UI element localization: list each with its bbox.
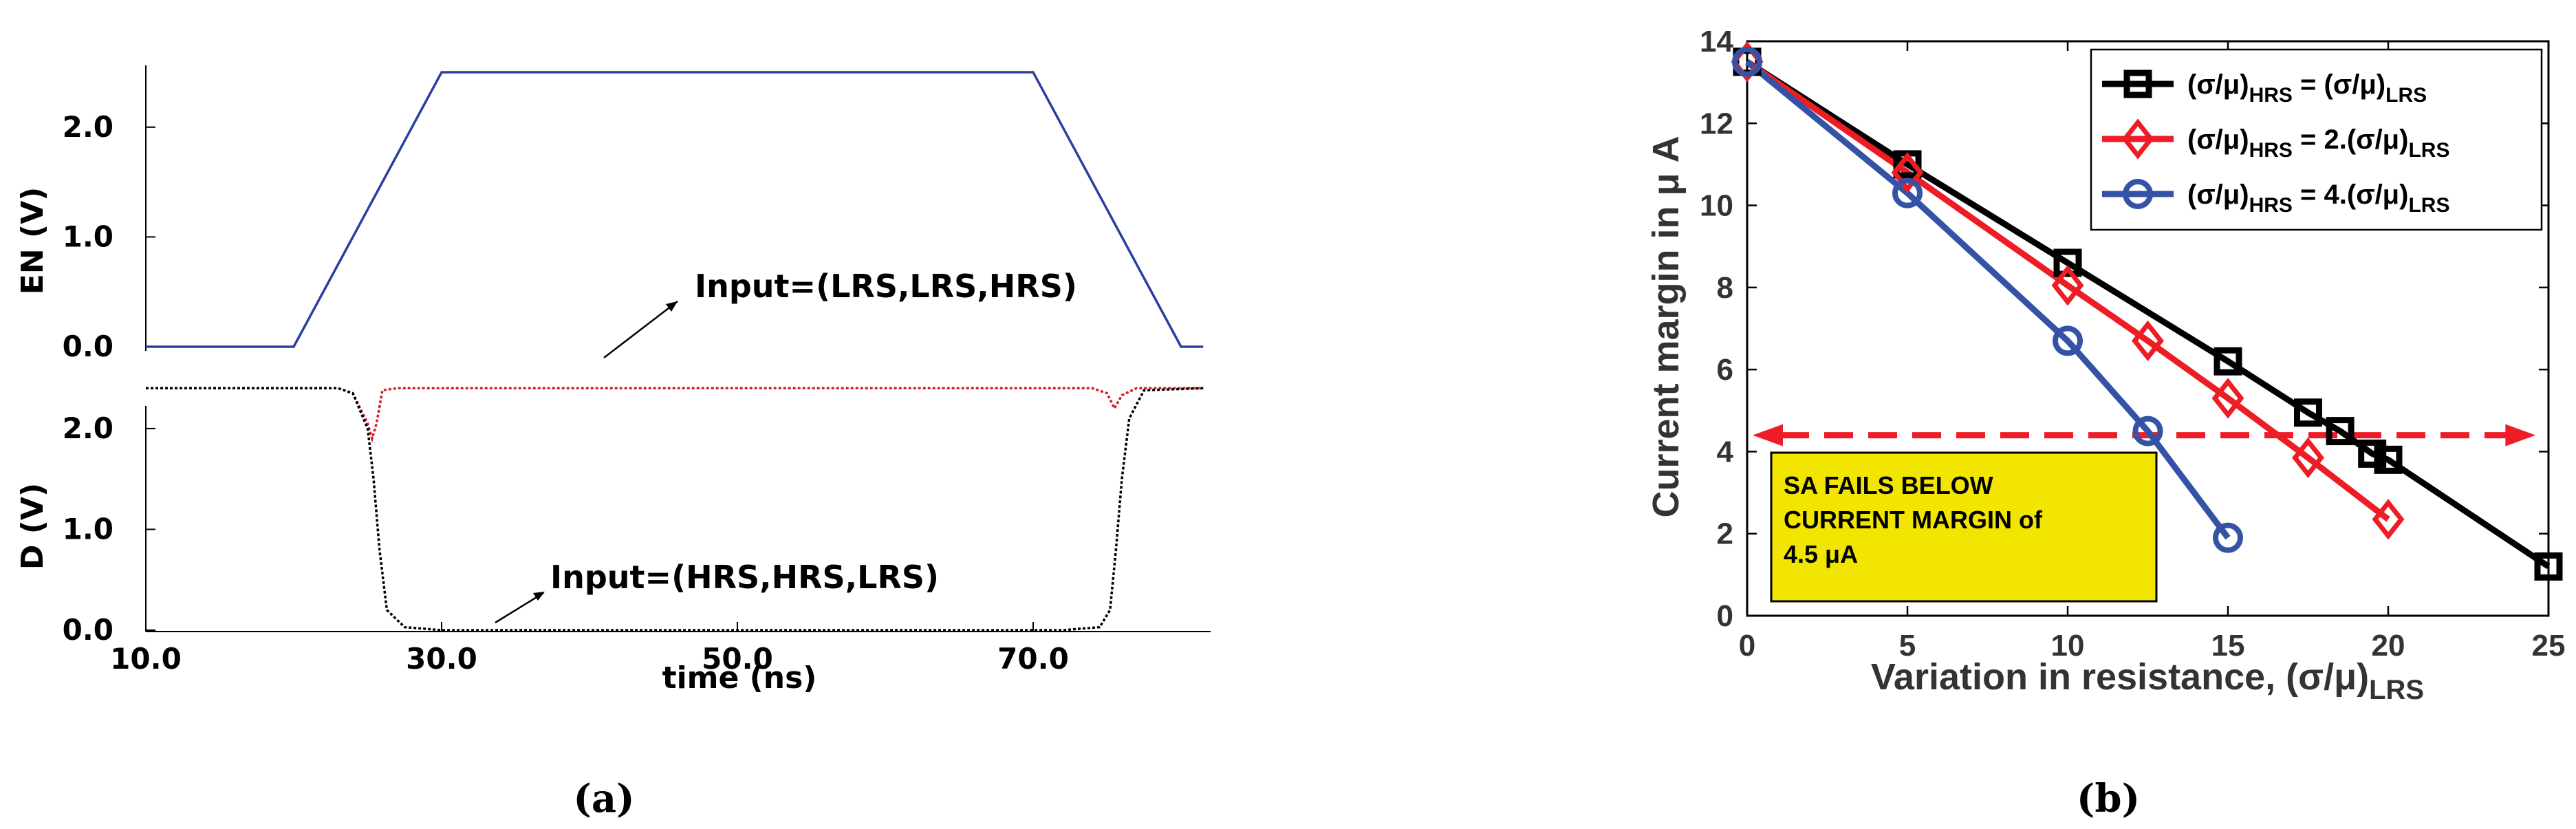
fail-annotation-box: SA FAILS BELOW CURRENT MARGIN of 4.5 μA — [1770, 451, 2158, 603]
en-y-tick-label: 0.0 — [63, 330, 113, 363]
legend-box — [2090, 48, 2543, 231]
b-y-tick-label: 6 — [1717, 353, 1733, 387]
b-y-label: Current margin in μ A — [1645, 136, 1687, 517]
series-point-circle — [1892, 177, 1923, 208]
series-point-circle — [2213, 522, 2243, 553]
b-x-tick-label: 5 — [1899, 629, 1916, 663]
en-signal-line — [146, 71, 1204, 348]
fail-line-2: CURRENT MARGIN of — [1784, 506, 2043, 534]
legend-entry-label: (σ/μ)HRS = (σ/μ)LRS — [2187, 69, 2427, 107]
d-y-tick-label: 2.0 — [63, 411, 113, 445]
annotation-lrs-lrs-hrs: Input=(LRS,LRS,HRS) — [695, 268, 1077, 305]
threshold-arrow-right — [2505, 424, 2536, 446]
b-y-tick-label: 14 — [1700, 25, 1733, 58]
legend-marker-circle — [2123, 179, 2153, 209]
d-signal-lrs-lrs-hrs — [146, 387, 1204, 443]
b-x-tick-label: 20 — [2372, 629, 2405, 663]
series-point-square — [2534, 552, 2563, 581]
legend-entry-label: (σ/μ)HRS = 4.(σ/μ)LRS — [2187, 180, 2449, 217]
b-x-label: Variation in resistance, (σ/μ)LRS — [1871, 656, 2424, 705]
a-x-label: time (ns) — [662, 660, 817, 696]
b-x-label-sub: LRS — [2369, 675, 2424, 705]
series-point-square — [2294, 398, 2322, 427]
annotation-hrs-hrs-lrs: Input=(HRS,HRS,LRS) — [550, 559, 939, 596]
series-line-circle — [1745, 59, 2231, 540]
annotation-arrow-1 — [603, 301, 678, 358]
legend-entry-label: (σ/μ)HRS = 2.(σ/μ)LRS — [2187, 125, 2449, 162]
fail-line-1: SA FAILS BELOW — [1784, 471, 1993, 499]
legend-marker-diamond — [2121, 118, 2154, 160]
en-y-ticks: 0.0 1.0 2.0 — [63, 110, 155, 363]
en-y-tick-label: 1.0 — [63, 219, 113, 253]
legend-marker-square — [2123, 69, 2152, 98]
caption-a: (a) — [573, 776, 634, 821]
a-x-tick-label: 30.0 — [406, 642, 477, 676]
b-y-tick-label: 0 — [1717, 599, 1733, 633]
b-x-label-main: Variation in resistance, (σ/μ) — [1871, 656, 2369, 698]
b-y-tick-label: 8 — [1717, 271, 1733, 305]
series-point-square — [2053, 248, 2082, 277]
annotation-arrowhead-1 — [666, 301, 678, 312]
a-x-tick-label: 70.0 — [997, 642, 1069, 676]
panel-b-chart: 0 5 10 15 20 25 0 2 4 6 8 10 12 14 SA FAILS BELOW CUR… — [1645, 25, 2565, 821]
b-x-tick-label: 25 — [2532, 629, 2566, 663]
svg-text:Variation in resistance, (σ/μ): Variation in resistance, (σ/μ)LRS — [1871, 656, 2424, 705]
threshold-arrow-left — [1753, 424, 1783, 446]
en-y-label: EN (V) — [15, 187, 50, 294]
annotation-arrowhead-2 — [533, 592, 545, 601]
d-y-ticks: 0.0 1.0 2.0 — [63, 411, 155, 647]
b-y-tick-label: 12 — [1700, 107, 1733, 140]
a-x-tick-label: 50.0 — [702, 642, 773, 676]
b-x-tick-label: 15 — [2211, 629, 2245, 663]
d-y-tick-label: 1.0 — [63, 512, 113, 546]
b-x-tick-label: 10 — [2051, 629, 2085, 663]
b-series-group — [1731, 41, 2563, 581]
b-y-tick-label: 2 — [1717, 517, 1733, 551]
b-legend: (σ/μ)HRS = (σ/μ)LRS (σ/μ)HRS = 2.(σ/μ)LRS… — [2090, 48, 2543, 231]
b-y-tick-label: 10 — [1700, 189, 1733, 223]
series-point-diamond — [1891, 152, 1924, 193]
series-point-diamond — [2132, 320, 2164, 362]
series-point-square — [2214, 347, 2242, 376]
b-y-tick-label: 4 — [1717, 435, 1734, 469]
series-point-circle — [2132, 416, 2163, 446]
threshold-line — [1753, 424, 2536, 446]
series-point-square — [2374, 445, 2403, 474]
en-y-tick-label: 2.0 — [63, 110, 113, 144]
series-point-circle — [1732, 46, 1762, 77]
panel-a-chart: 0.0 1.0 2.0 0.0 1.0 2.0 10.0 30.0 50.0 70.0 EN … — [15, 65, 1211, 821]
caption-b: (b) — [2077, 776, 2140, 821]
b-x-tick-label: 0 — [1739, 629, 1755, 663]
series-point-diamond — [2051, 265, 2084, 306]
a-series-group — [146, 71, 1204, 632]
d-y-tick-label: 0.0 — [63, 613, 113, 647]
series-point-diamond — [2292, 437, 2324, 479]
a-x-tick-label: 10.0 — [110, 642, 182, 676]
annotation-arrow-2 — [495, 592, 544, 624]
series-point-diamond — [2372, 499, 2405, 540]
d-signal-hrs-hrs-lrs — [146, 387, 1204, 632]
b-ticks: 0 5 10 15 20 25 0 2 4 6 8 10 12 14 — [1700, 25, 2565, 663]
d-y-label: D (V) — [15, 483, 50, 570]
a-x-ticks: 10.0 30.0 50.0 70.0 — [110, 622, 1069, 676]
series-point-square — [2358, 439, 2387, 468]
series-point-diamond — [2211, 378, 2244, 419]
fail-line-3: 4.5 μA — [1784, 540, 1858, 568]
fail-box-background — [1770, 451, 2158, 603]
series-point-square — [2326, 417, 2355, 446]
series-point-circle — [2053, 325, 2083, 356]
